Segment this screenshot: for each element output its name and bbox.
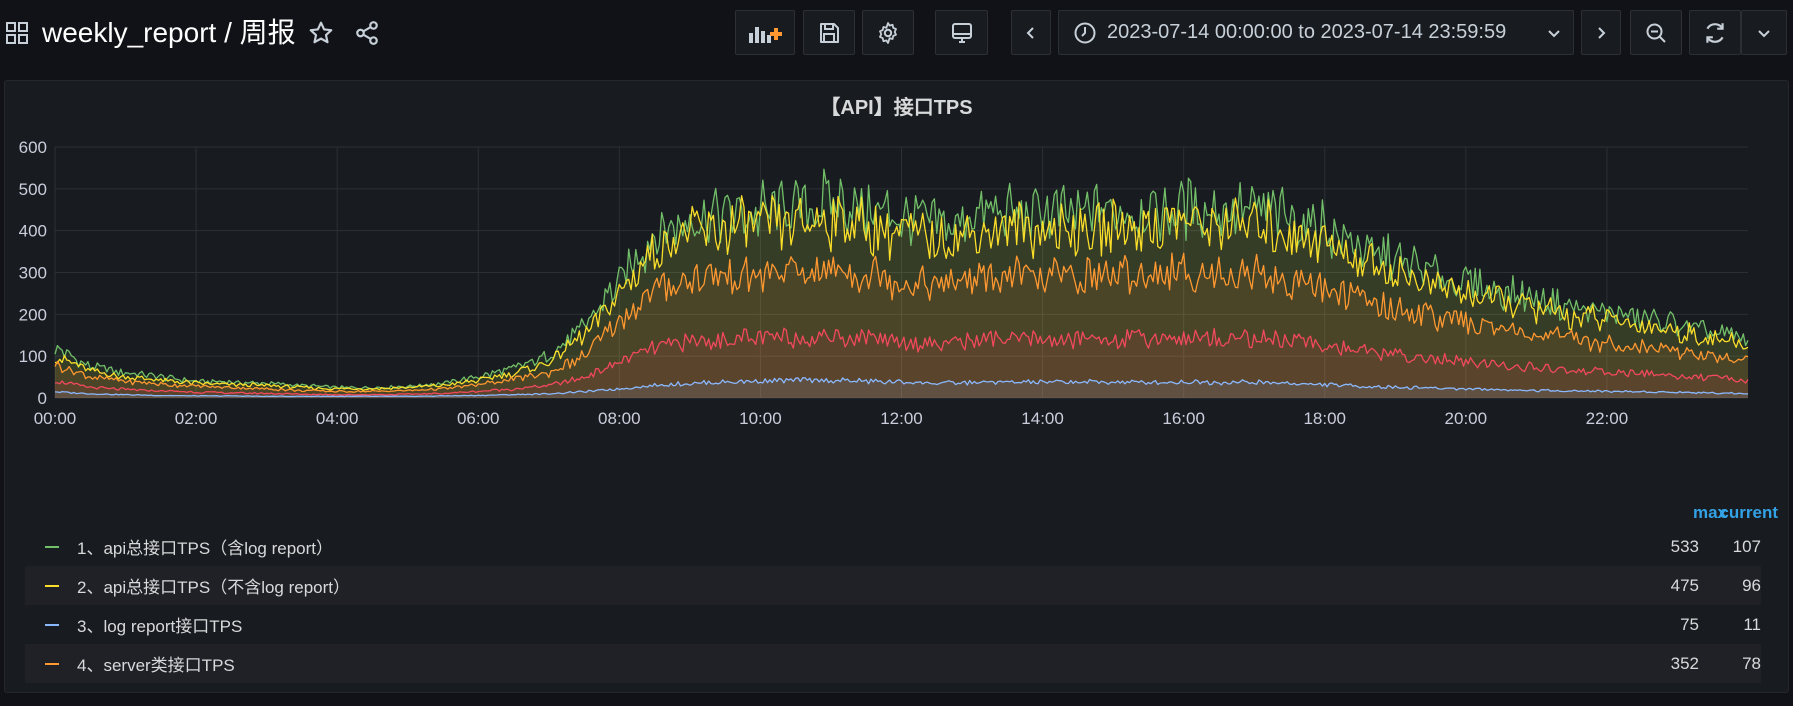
dashboard-title[interactable]: weekly_report / 周报 — [42, 17, 296, 48]
series-area — [55, 253, 1748, 398]
y-axis: 0 100 200 300 400 500 600 — [19, 138, 47, 408]
y-tick-label: 100 — [19, 347, 47, 366]
y-tick-label: 300 — [19, 264, 47, 283]
time-back-button[interactable] — [1011, 10, 1051, 55]
legend-max-value: 533 — [1670, 536, 1699, 556]
tps-chart[interactable]: 0 100 200 300 400 500 600 00:00 02:00 04:00 06:00… — [5, 81, 1790, 481]
legend-series-name[interactable]: 3、log report接口TPS — [77, 617, 243, 636]
series-line[interactable] — [54, 252, 1749, 393]
x-axis: 00:00 02:00 04:00 06:00 08:00 10:00 12:00 14:00… — [34, 409, 1628, 428]
series-line[interactable] — [54, 194, 1749, 391]
y-tick-label: 200 — [19, 305, 47, 324]
clock-icon — [1074, 22, 1096, 43]
x-tick-label: 02:00 — [175, 409, 218, 428]
x-tick-label: 20:00 — [1445, 409, 1488, 428]
time-forward-button[interactable] — [1581, 10, 1621, 55]
save-icon — [820, 22, 839, 43]
tv-mode-button[interactable] — [935, 10, 988, 55]
settings-button[interactable] — [862, 10, 914, 55]
monitor-icon — [951, 22, 972, 43]
legend-row[interactable]: 3、log report接口TPS 75 11 — [25, 605, 1761, 644]
y-tick-label: 500 — [19, 180, 47, 199]
y-tick-label: 0 — [38, 389, 47, 408]
x-tick-label: 18:00 — [1303, 409, 1346, 428]
legend-color-swatch[interactable] — [45, 546, 59, 548]
legend-row[interactable]: 1、api总接口TPS（含log report） 533 107 — [25, 527, 1761, 566]
time-range-picker[interactable]: 2023-07-14 00:00:00 to 2023-07-14 23:59:… — [1058, 10, 1574, 55]
share-icon[interactable] — [354, 20, 380, 46]
time-range-label: 2023-07-14 00:00:00 to 2023-07-14 23:59:… — [1107, 21, 1507, 43]
legend-color-swatch[interactable] — [45, 624, 59, 626]
legend-current-value: 11 — [1743, 614, 1761, 634]
legend-current-value: 96 — [1742, 575, 1761, 595]
legend-max-value: 352 — [1670, 653, 1699, 673]
grid-icon[interactable] — [6, 22, 28, 44]
legend-series-name[interactable]: 2、api总接口TPS（不含log report） — [77, 578, 351, 597]
top-bar: weekly_report / 周报 — [0, 0, 1793, 70]
chevron-down-icon — [1548, 30, 1560, 38]
add-panel-icon — [749, 26, 782, 43]
series-area — [55, 377, 1748, 398]
legend-row[interactable]: 4、server类接口TPS 352 78 — [25, 644, 1761, 683]
chevron-down-icon — [1758, 29, 1770, 37]
panel-title[interactable]: 【API】接口TPS — [820, 97, 973, 119]
star-icon[interactable] — [308, 20, 334, 46]
legend-color-swatch[interactable] — [45, 663, 59, 665]
legend-color-swatch[interactable] — [45, 585, 59, 587]
series-area — [55, 195, 1748, 398]
refresh-icon — [1706, 22, 1724, 43]
chevron-right-icon — [1598, 26, 1606, 39]
y-tick-label: 400 — [19, 222, 47, 241]
x-tick-label: 14:00 — [1021, 409, 1064, 428]
refresh-interval-button[interactable] — [1741, 10, 1787, 55]
x-tick-label: 00:00 — [34, 409, 77, 428]
legend-current-value: 107 — [1732, 536, 1761, 556]
chevron-left-icon — [1026, 26, 1034, 39]
x-tick-label: 04:00 — [316, 409, 359, 428]
legend-current-value: 78 — [1742, 653, 1761, 673]
save-button[interactable] — [803, 10, 855, 55]
legend-max-value: 75 — [1680, 614, 1699, 634]
series-area — [55, 328, 1748, 398]
gear-icon — [879, 21, 897, 44]
x-tick-label: 16:00 — [1162, 409, 1205, 428]
series-line[interactable] — [54, 377, 1749, 398]
legend-row[interactable]: 2、api总接口TPS（不含log report） 475 96 — [25, 566, 1761, 605]
legend-header-current[interactable]: current — [1719, 503, 1778, 522]
series-line[interactable] — [55, 327, 1749, 396]
zoom-out-button[interactable] — [1630, 10, 1682, 55]
zoom-out-icon — [1646, 23, 1666, 43]
legend-series-name[interactable]: 1、api总接口TPS（含log report） — [77, 539, 334, 558]
refresh-button[interactable] — [1689, 10, 1741, 55]
x-tick-label: 06:00 — [457, 409, 500, 428]
legend-header-max[interactable]: max — [1692, 503, 1727, 522]
x-tick-label: 10:00 — [739, 409, 782, 428]
y-tick-label: 600 — [19, 138, 47, 157]
x-tick-label: 12:00 — [880, 409, 923, 428]
x-tick-label: 08:00 — [598, 409, 641, 428]
chart-lines — [54, 168, 1749, 398]
tps-panel: 【API】接口TPS 0 100 200 300 400 500 600 00:00 02:0… — [4, 80, 1789, 693]
x-tick-label: 22:00 — [1586, 409, 1629, 428]
add-panel-button[interactable] — [735, 10, 795, 55]
legend-max-value: 475 — [1670, 575, 1699, 595]
legend-series-name[interactable]: 4、server类接口TPS — [77, 656, 235, 675]
chart-grid — [54, 146, 1748, 399]
